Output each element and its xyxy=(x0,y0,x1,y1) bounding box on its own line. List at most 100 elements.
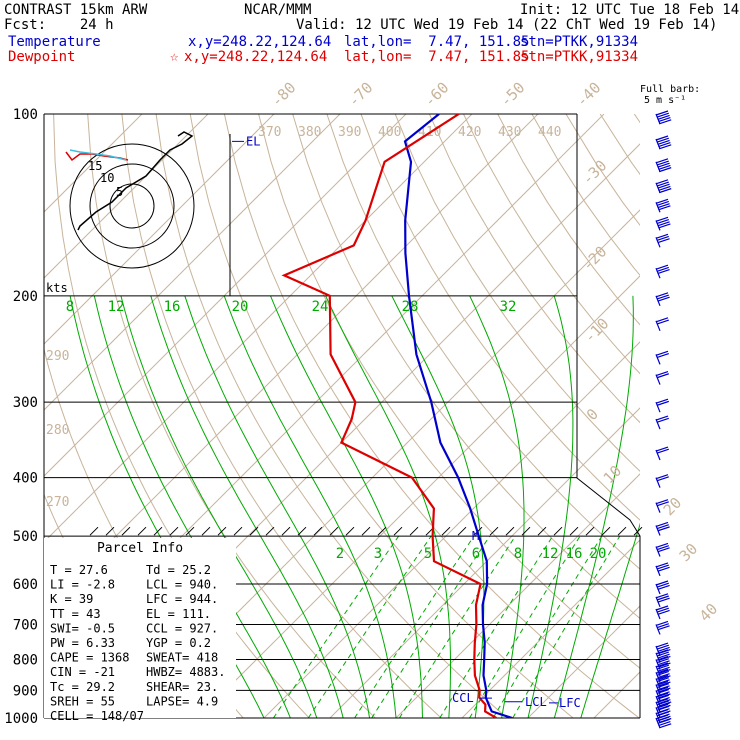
wind-barb-flag xyxy=(656,373,669,379)
hatch-mark xyxy=(585,526,595,536)
pressure-tick-label: 200 xyxy=(13,289,38,305)
mixing-ratio-line xyxy=(272,535,400,718)
hatch-mark xyxy=(521,526,531,536)
mixing-ratio-label: 12 xyxy=(542,546,559,562)
hatch-mark xyxy=(489,526,499,536)
isotherm-line xyxy=(263,341,640,718)
wind-barb-flag xyxy=(657,547,670,553)
dry-adiabat-line xyxy=(669,114,740,718)
isotherm-line xyxy=(527,605,640,718)
wind-barb-flag xyxy=(656,352,669,359)
parcel-row-left: CAPE = 1368 xyxy=(50,651,129,665)
dry-adiabat-line xyxy=(258,114,640,669)
wind-barb-staff xyxy=(655,477,661,488)
wind-barb xyxy=(655,446,669,461)
wind-barb-flag xyxy=(655,593,669,599)
temperature-label: Temperature xyxy=(8,34,101,50)
right-axis xyxy=(576,114,641,718)
wind-barb-flag xyxy=(658,662,671,668)
wind-barb xyxy=(655,370,669,385)
hatch-mark xyxy=(601,526,611,536)
wind-barb-flag xyxy=(656,644,669,650)
hatch-mark xyxy=(457,526,467,536)
parcel-row-left: TT = 43 xyxy=(50,607,101,621)
wind-barb xyxy=(655,521,670,536)
hatch-mark xyxy=(297,526,307,536)
wind-barb-staff xyxy=(655,354,661,365)
wind-barb-flag xyxy=(656,476,669,482)
isotherm-tick-label: 10 xyxy=(600,462,626,488)
mixing-ratio-label: 5 xyxy=(424,546,432,562)
wind-barb-flag xyxy=(655,198,669,204)
hatch-mark xyxy=(329,526,339,536)
wind-barb-flag xyxy=(656,664,669,670)
wind-barb-flag xyxy=(655,662,669,668)
dewpoint-xy: x,y=248.22,124.64 xyxy=(184,49,328,65)
wind-barb-flag xyxy=(655,398,669,404)
hodograph-trace-upper xyxy=(77,131,194,231)
parcel-row-right: LCL = 940. xyxy=(146,578,218,592)
parcel-row-left: PW = 6.33 xyxy=(50,636,115,650)
wind-barb xyxy=(655,233,670,248)
wind-barb-flag xyxy=(655,415,669,421)
center-name: NCAR/MMM xyxy=(244,2,312,18)
hatch-mark xyxy=(409,526,419,536)
wind-barb-flag xyxy=(658,675,671,681)
theta-label: 290 xyxy=(46,349,69,364)
wind-barb-flag xyxy=(658,164,671,170)
parcel-row-left: T = 27.6 xyxy=(50,563,108,577)
wind-barb-flag xyxy=(657,679,670,685)
isotherm-tick-label: -40 xyxy=(573,79,605,111)
wind-barb-flag xyxy=(658,117,671,123)
theta-label: 420 xyxy=(458,125,481,140)
wind-barb-flag xyxy=(659,717,672,724)
parcel-row-right: Td = 25.2 xyxy=(146,563,211,577)
lfc-label: LFC xyxy=(559,696,581,710)
hodograph-trace-mid xyxy=(69,149,127,161)
mixing-ratio-label: 16 xyxy=(566,546,583,562)
wind-barb-flag xyxy=(655,542,669,549)
parcel-info-title: Parcel Info xyxy=(97,541,183,556)
dewpoint-star-icon: ☆ xyxy=(170,49,179,65)
wind-barb-flag xyxy=(658,710,671,716)
wind-barb-flag xyxy=(655,580,669,586)
mixing-ratio-line xyxy=(469,535,581,718)
wind-barb-flag xyxy=(656,266,669,272)
hatch-mark xyxy=(137,526,147,536)
wind-barb-flag xyxy=(658,681,671,687)
wind-barb-flag xyxy=(656,417,669,423)
dry-adiabat-line xyxy=(360,114,640,521)
wind-barb-flag xyxy=(656,200,669,207)
wind-barb-flag xyxy=(655,158,669,164)
wind-barb xyxy=(655,198,671,213)
mixing-ratio-label: 2 xyxy=(336,546,344,562)
wind-barb-flag xyxy=(655,668,669,674)
wind-barb-flag xyxy=(655,179,669,185)
wind-barb xyxy=(655,542,670,557)
forecast-hour: Fcst: 24 h xyxy=(4,17,114,33)
isotherm-tick-label: -60 xyxy=(421,79,453,111)
theta-label: 400 xyxy=(378,125,401,140)
isotherm-line xyxy=(44,114,341,411)
moist-adiabat-label: 24 xyxy=(312,299,329,315)
hodograph-ring-label: 15 xyxy=(88,159,102,173)
wind-barb-flag xyxy=(658,693,671,699)
wind-barb-legend-units: 5 m s⁻¹ xyxy=(644,95,687,106)
wind-barb-staff xyxy=(655,418,661,430)
temperature-profile xyxy=(403,114,513,718)
wind-barb-flag xyxy=(659,144,672,150)
parcel-row-left: K = 39 xyxy=(50,592,93,606)
wind-barb-flag xyxy=(656,160,669,166)
wind-barb-flag xyxy=(656,137,669,143)
parcel-row-right: LAPSE= 4.9 xyxy=(146,694,218,708)
wind-barb-flag xyxy=(656,294,669,300)
level-markers: EL M CCL LCL LFC xyxy=(232,134,581,710)
isotherm-line xyxy=(660,114,740,718)
isotherm-line xyxy=(461,539,640,718)
wind-barb xyxy=(655,264,670,279)
wind-barb-staff xyxy=(655,374,661,385)
wind-barb xyxy=(655,562,670,577)
